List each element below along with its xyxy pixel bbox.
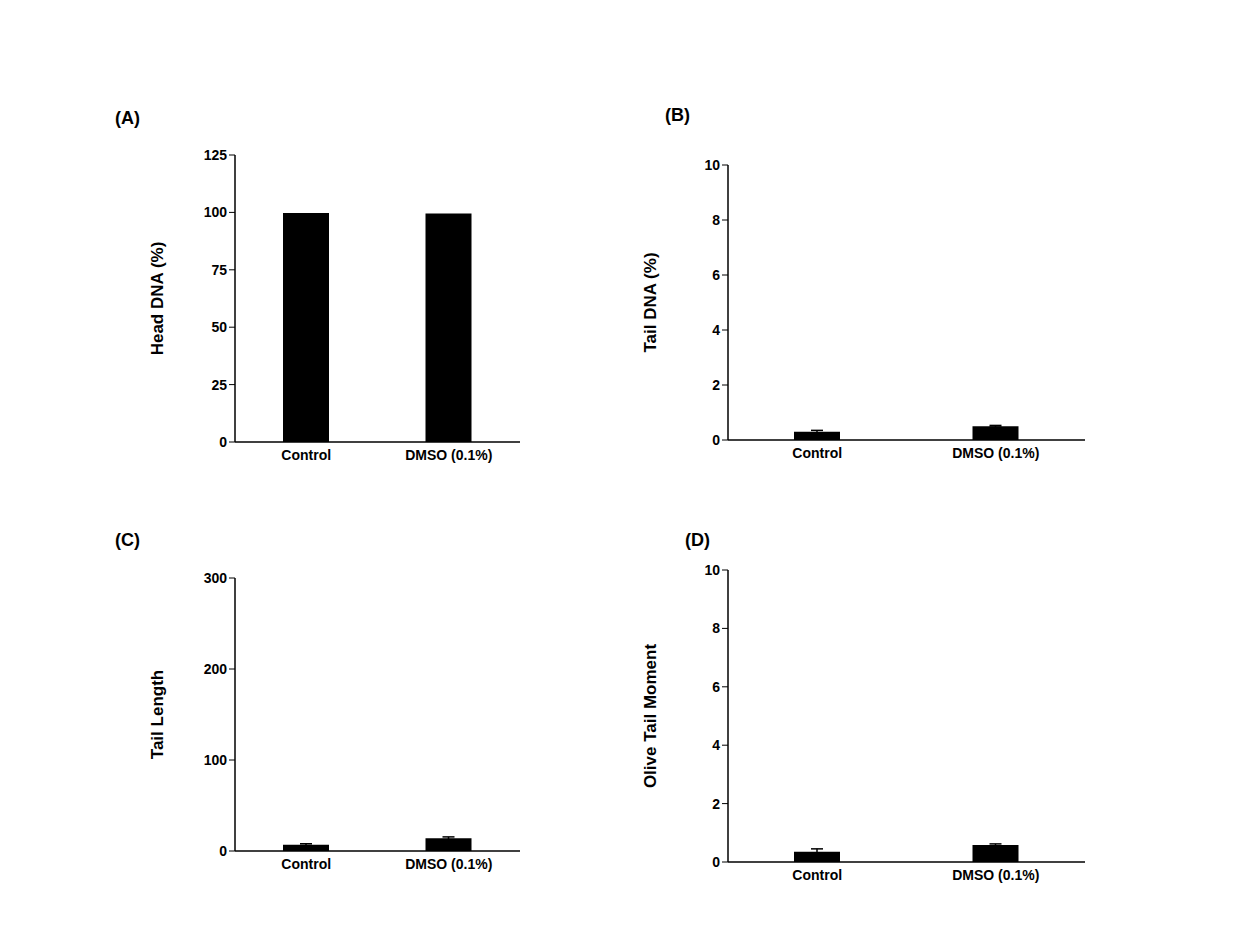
svg-text:50: 50 [211, 319, 227, 335]
svg-text:10: 10 [704, 562, 720, 578]
svg-text:Control: Control [281, 447, 331, 463]
svg-text:DMSO (0.1%): DMSO (0.1%) [405, 447, 492, 463]
svg-text:DMSO (0.1%): DMSO (0.1%) [952, 867, 1039, 883]
svg-text:DMSO (0.1%): DMSO (0.1%) [405, 856, 492, 872]
svg-text:100: 100 [204, 752, 228, 768]
svg-text:Tail Length: Tail Length [148, 670, 167, 759]
svg-text:Olive Tail Moment: Olive Tail Moment [641, 644, 660, 789]
svg-text:Control: Control [792, 445, 842, 461]
svg-text:75: 75 [211, 262, 227, 278]
svg-text:Control: Control [281, 856, 331, 872]
svg-text:10: 10 [704, 157, 720, 173]
html-text:(A): (A) [115, 108, 140, 128]
svg-text:0: 0 [712, 432, 720, 448]
svg-text:125: 125 [204, 147, 228, 163]
html-text:(D): (D) [685, 530, 710, 550]
svg-text:8: 8 [712, 620, 720, 636]
svg-text:0: 0 [712, 854, 720, 870]
html-text:(C): (C) [115, 530, 140, 550]
svg-text:Head DNA (%): Head DNA (%) [148, 242, 167, 356]
svg-text:2: 2 [712, 796, 720, 812]
svg-text:25: 25 [211, 377, 227, 393]
svg-text:300: 300 [204, 570, 228, 586]
html-text:(B): (B) [665, 105, 690, 125]
svg-text:0: 0 [219, 434, 227, 450]
svg-text:200: 200 [204, 661, 228, 677]
svg-text:Tail DNA (%): Tail DNA (%) [641, 252, 660, 352]
svg-text:100: 100 [204, 204, 228, 220]
svg-text:4: 4 [712, 737, 720, 753]
svg-text:Control: Control [792, 867, 842, 883]
svg-text:DMSO (0.1%): DMSO (0.1%) [952, 445, 1039, 461]
svg-text:8: 8 [712, 212, 720, 228]
svg-text:0: 0 [219, 843, 227, 859]
svg-text:2: 2 [712, 377, 720, 393]
svg-text:4: 4 [712, 322, 720, 338]
svg-text:6: 6 [712, 267, 720, 283]
svg-text:6: 6 [712, 679, 720, 695]
